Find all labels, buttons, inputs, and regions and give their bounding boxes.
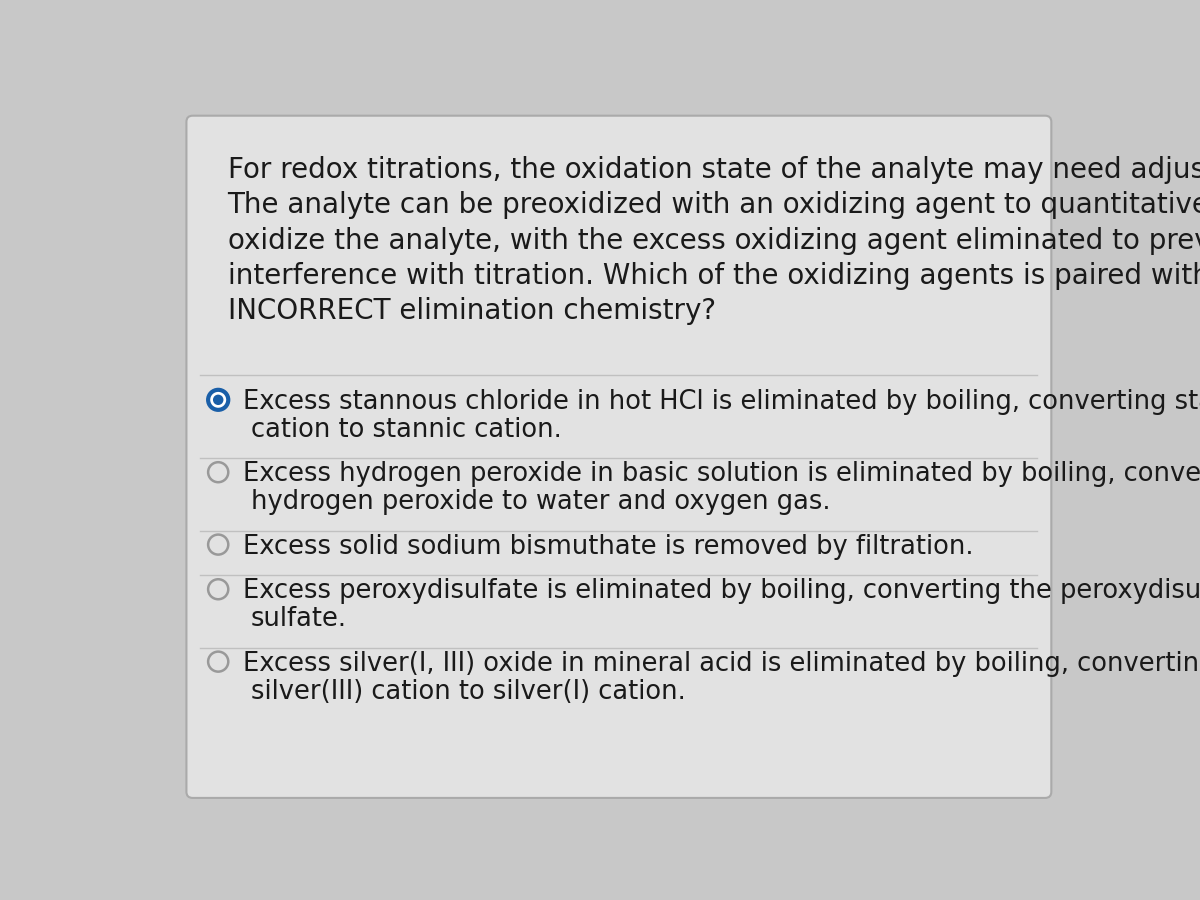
Text: silver(III) cation to silver(I) cation.: silver(III) cation to silver(I) cation. [251, 679, 685, 705]
Text: cation to stannic cation.: cation to stannic cation. [251, 417, 562, 443]
Text: Excess hydrogen peroxide in basic solution is eliminated by boiling, converting: Excess hydrogen peroxide in basic soluti… [242, 462, 1200, 488]
Text: For redox titrations, the oxidation state of the analyte may need adjusting.: For redox titrations, the oxidation stat… [228, 156, 1200, 184]
Text: INCORRECT elimination chemistry?: INCORRECT elimination chemistry? [228, 297, 715, 326]
Text: The analyte can be preoxidized with an oxidizing agent to quantitatively: The analyte can be preoxidized with an o… [228, 191, 1200, 220]
Text: hydrogen peroxide to water and oxygen gas.: hydrogen peroxide to water and oxygen ga… [251, 490, 830, 515]
FancyBboxPatch shape [186, 116, 1051, 798]
Text: Excess peroxydisulfate is eliminated by boiling, converting the peroxydisulfate : Excess peroxydisulfate is eliminated by … [242, 579, 1200, 605]
Circle shape [212, 394, 223, 405]
Text: sulfate.: sulfate. [251, 607, 347, 632]
Text: Excess stannous chloride in hot HCl is eliminated by boiling, converting stannou: Excess stannous chloride in hot HCl is e… [242, 389, 1200, 415]
Text: Excess silver(I, III) oxide in mineral acid is eliminated by boiling, converting: Excess silver(I, III) oxide in mineral a… [242, 651, 1200, 677]
Text: interference with titration. Which of the oxidizing agents is paired with: interference with titration. Which of th… [228, 262, 1200, 290]
Text: Excess solid sodium bismuthate is removed by filtration.: Excess solid sodium bismuthate is remove… [242, 534, 973, 560]
Circle shape [208, 390, 228, 410]
Text: oxidize the analyte, with the excess oxidizing agent eliminated to prevent: oxidize the analyte, with the excess oxi… [228, 227, 1200, 255]
